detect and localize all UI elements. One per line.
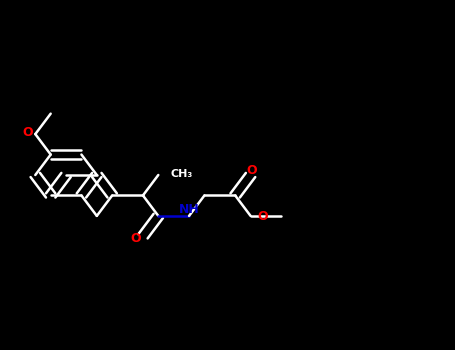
Text: O: O: [258, 210, 268, 223]
Text: O: O: [246, 164, 257, 177]
Text: O: O: [131, 232, 141, 245]
Text: CH₃: CH₃: [170, 169, 192, 179]
Text: O: O: [23, 126, 33, 139]
Text: NH: NH: [179, 203, 199, 217]
